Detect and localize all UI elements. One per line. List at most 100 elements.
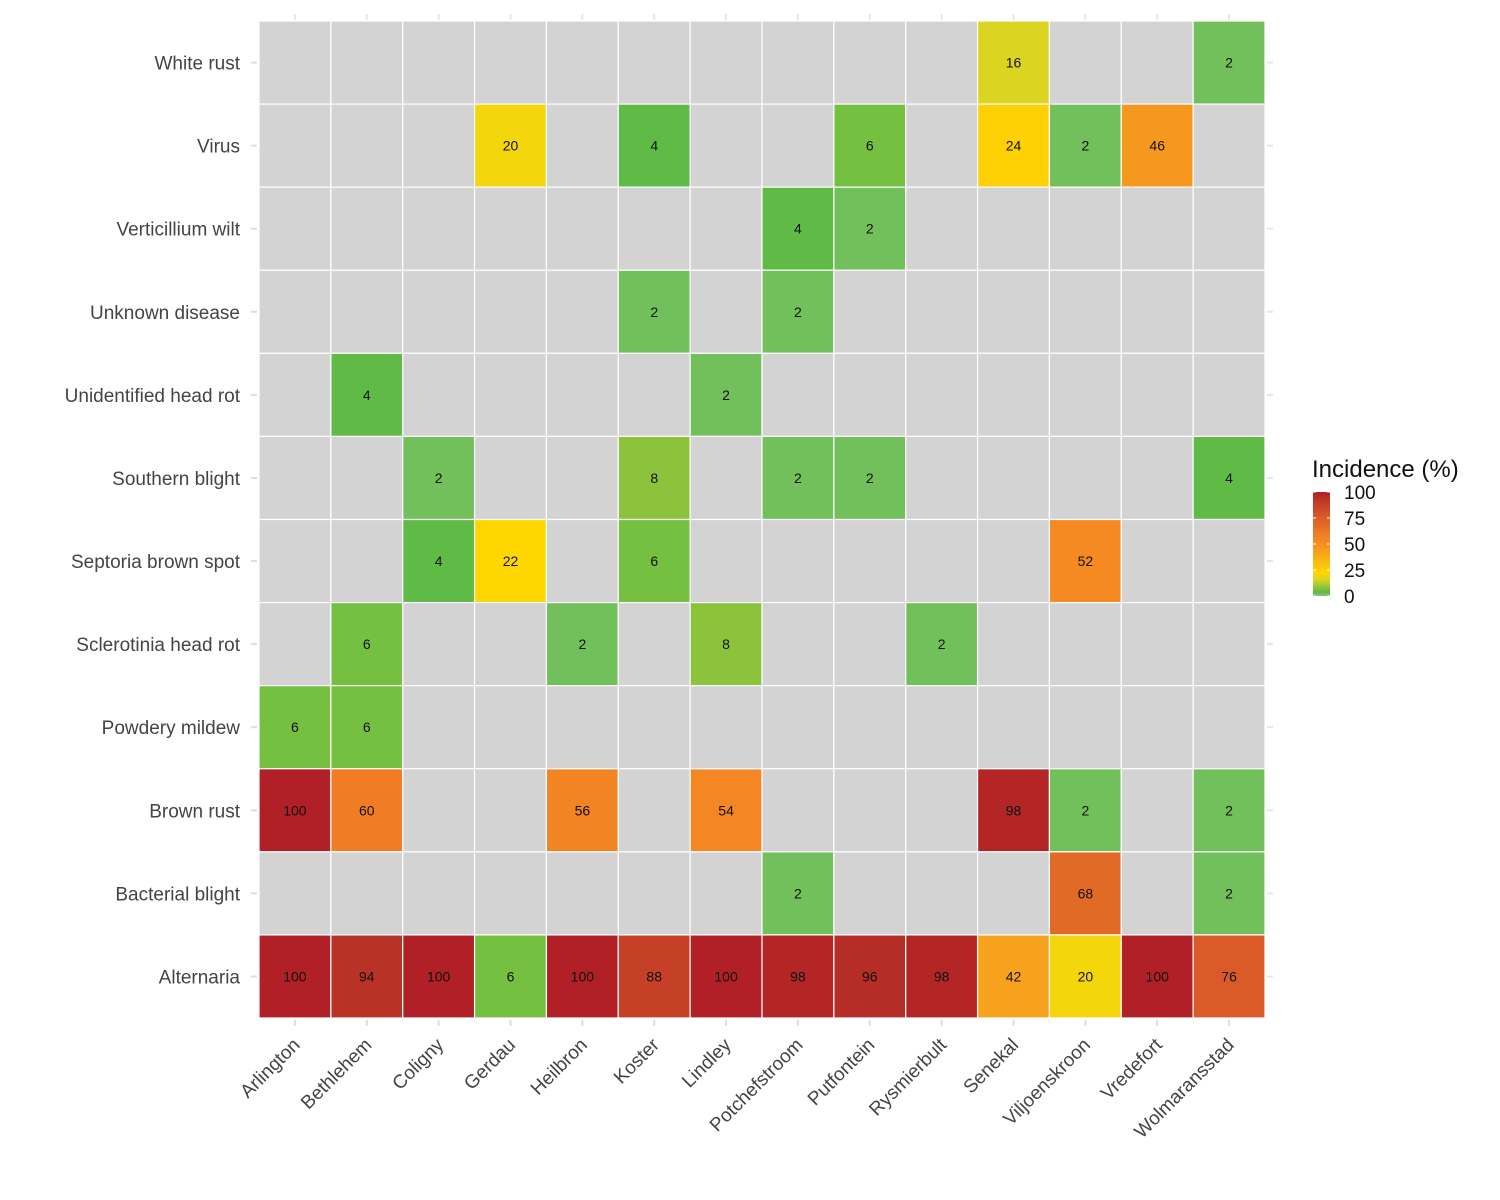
legend-tick-label: 25 <box>1344 561 1365 582</box>
heatmap-cell <box>330 20 404 105</box>
heatmap-cell <box>976 269 1051 354</box>
heatmap-cell <box>833 851 907 936</box>
cell-value-label: 2 <box>794 885 802 901</box>
cell-value-label: 96 <box>862 968 878 984</box>
heatmap-cell <box>976 518 1051 604</box>
heatmap-cell <box>545 269 619 354</box>
heatmap-cell <box>833 601 907 687</box>
heatmap-cell <box>833 685 907 770</box>
cell-value-label: 98 <box>790 968 806 984</box>
cell-value-label: 100 <box>283 802 307 818</box>
heatmap-cell <box>545 435 619 521</box>
x-tick-label: Gerdau <box>460 1035 520 1095</box>
heatmap-cell <box>905 768 979 853</box>
heatmap-cell <box>258 186 332 271</box>
cell-value-label: 6 <box>291 719 299 735</box>
heatmap-cell <box>1048 103 1122 188</box>
cell-value-label: 60 <box>359 802 375 818</box>
heatmap-cell <box>1048 186 1122 271</box>
heatmap-cell <box>1120 934 1194 1019</box>
heatmap-cell <box>473 103 548 188</box>
heatmap-cell <box>905 186 979 271</box>
heatmap-cell <box>976 601 1051 687</box>
heatmap-cell <box>545 186 619 271</box>
cell-value-label: 2 <box>866 470 874 486</box>
heatmap-cell <box>1120 269 1194 354</box>
heatmap-cell <box>833 768 907 853</box>
cell-value-label: 20 <box>1078 968 1094 984</box>
legend-tick-label: 75 <box>1344 509 1365 530</box>
heatmap-cell <box>402 352 476 438</box>
heatmap-cell <box>761 601 835 687</box>
heatmap-cell <box>330 269 404 354</box>
cell-value-label: 2 <box>722 387 730 403</box>
cell-value-label: 68 <box>1078 885 1094 901</box>
heatmap-cell <box>1192 186 1266 271</box>
cell-value-label: 24 <box>1006 138 1022 154</box>
cell-value-label: 4 <box>650 138 658 154</box>
y-tick-label: Virus <box>197 137 240 158</box>
heatmap-cell <box>1120 352 1194 438</box>
cell-value-label: 6 <box>363 636 371 652</box>
heatmap-cell <box>258 768 332 853</box>
heatmap-cell <box>761 435 835 521</box>
heatmap-cell <box>689 518 763 604</box>
heatmap-cell <box>1120 685 1194 770</box>
heatmap-cell <box>402 20 476 105</box>
heatmap-cell <box>617 685 691 770</box>
cell-value-label: 98 <box>1006 802 1022 818</box>
heatmap-cell <box>1192 352 1266 438</box>
heatmap-cell <box>833 20 907 105</box>
heatmap-cell <box>689 352 763 438</box>
heatmap-cell <box>473 768 548 853</box>
heatmap-cell <box>258 851 332 936</box>
cell-value-label: 2 <box>435 470 443 486</box>
y-axis: White rust Virus Verticillium wilt Unknown … <box>65 54 1273 988</box>
heatmap-cell <box>545 20 619 105</box>
heatmap-cell <box>330 103 404 188</box>
heatmap-cell <box>330 518 404 604</box>
heatmap-cell <box>402 186 476 271</box>
cell-value-label: 56 <box>575 802 591 818</box>
cell-value-label: 88 <box>646 968 662 984</box>
heatmap-cell <box>1192 518 1266 604</box>
cell-value-label: 4 <box>1225 470 1233 486</box>
heatmap-cell <box>1048 934 1122 1019</box>
heatmap-cell <box>976 435 1051 521</box>
heatmap-cell <box>258 601 332 687</box>
heatmap-cell <box>473 269 548 354</box>
heatmap-cell <box>1048 352 1122 438</box>
heatmap-cell <box>976 186 1051 271</box>
heatmap-cell <box>1120 851 1194 936</box>
cell-value-label: 20 <box>503 138 519 154</box>
heatmap-cell <box>761 934 835 1019</box>
y-tick-label: Septoria brown spot <box>71 552 241 573</box>
cell-value-label: 46 <box>1149 138 1165 154</box>
heatmap-cell <box>976 851 1051 936</box>
heatmap-cell <box>1048 435 1122 521</box>
heatmap-cell <box>761 685 835 770</box>
heatmap-cell <box>689 435 763 521</box>
heatmap-cell <box>976 685 1051 770</box>
heatmap-cell <box>258 269 332 354</box>
y-tick-label: Sclerotinia head rot <box>76 635 240 656</box>
heatmap-cell <box>617 352 691 438</box>
heatmap-cell <box>473 518 548 604</box>
heatmap-cell <box>761 103 835 188</box>
heatmap-cell <box>905 435 979 521</box>
heatmap-cell <box>330 435 404 521</box>
y-tick-label: Powdery mildew <box>102 718 241 739</box>
cell-value-label: 16 <box>1006 55 1022 71</box>
heatmap-cell <box>1120 768 1194 853</box>
heatmap-cell <box>473 851 548 936</box>
heatmap-cell <box>330 352 404 438</box>
heatmap-cell <box>761 352 835 438</box>
heatmap-cell <box>689 186 763 271</box>
heatmap-cell <box>1120 435 1194 521</box>
heatmap-cell <box>689 103 763 188</box>
heatmap-cell <box>1192 934 1266 1019</box>
heatmap-cell <box>617 934 691 1019</box>
cell-value-label: 52 <box>1078 553 1094 569</box>
heatmap-cell <box>1192 435 1266 521</box>
heatmap-cell <box>473 352 548 438</box>
